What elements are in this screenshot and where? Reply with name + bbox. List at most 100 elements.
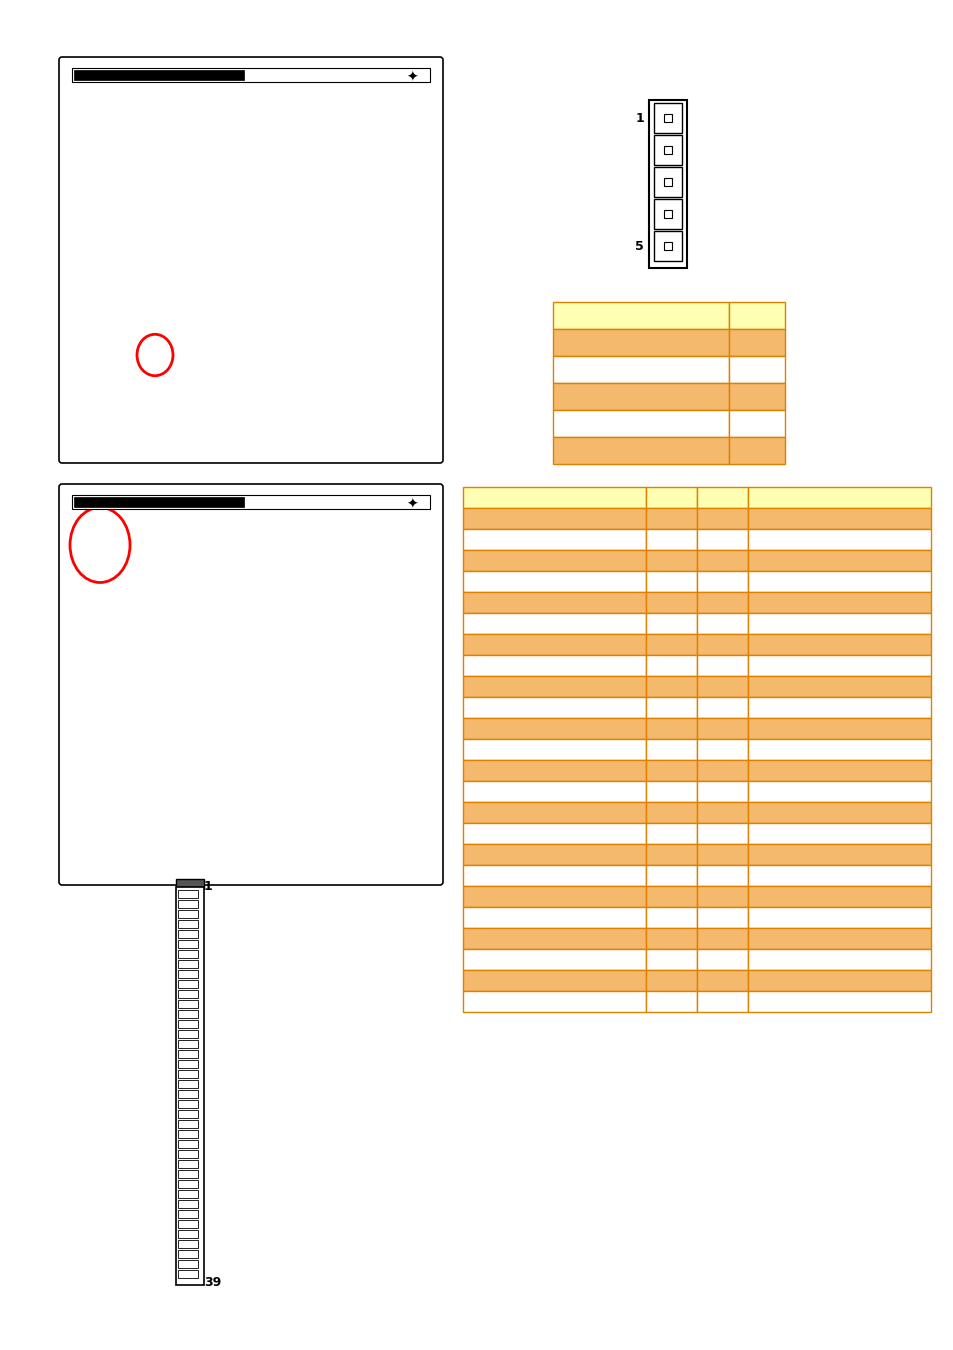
Bar bbox=[748, 782, 930, 802]
Bar bbox=[462, 676, 645, 697]
Bar bbox=[748, 508, 930, 529]
Bar bbox=[645, 655, 697, 676]
Bar bbox=[178, 930, 198, 938]
Bar bbox=[178, 1210, 198, 1218]
Bar bbox=[748, 802, 930, 824]
Bar bbox=[178, 1030, 198, 1038]
Bar bbox=[663, 146, 671, 154]
Text: ✦: ✦ bbox=[406, 72, 417, 85]
Bar bbox=[178, 1130, 198, 1138]
Bar bbox=[462, 886, 645, 907]
Bar bbox=[462, 718, 645, 738]
Bar bbox=[645, 907, 697, 927]
Bar bbox=[462, 593, 645, 613]
Bar bbox=[178, 1250, 198, 1258]
Bar bbox=[553, 329, 728, 356]
Bar bbox=[645, 886, 697, 907]
Bar bbox=[748, 529, 930, 549]
Bar bbox=[645, 844, 697, 865]
Bar bbox=[71, 68, 430, 82]
Bar bbox=[697, 949, 748, 971]
Bar bbox=[645, 676, 697, 697]
Text: 39: 39 bbox=[204, 1276, 221, 1288]
Bar bbox=[748, 886, 930, 907]
Bar bbox=[645, 949, 697, 971]
Bar bbox=[748, 487, 930, 508]
Bar bbox=[462, 738, 645, 760]
Bar bbox=[748, 613, 930, 634]
Bar bbox=[697, 549, 748, 571]
Bar bbox=[748, 865, 930, 886]
Bar bbox=[645, 487, 697, 508]
Bar bbox=[748, 927, 930, 949]
Bar bbox=[645, 991, 697, 1012]
Bar bbox=[697, 907, 748, 927]
Bar bbox=[178, 900, 198, 909]
Bar bbox=[728, 383, 784, 410]
Bar bbox=[697, 718, 748, 738]
Bar bbox=[645, 593, 697, 613]
Bar bbox=[748, 991, 930, 1012]
Bar bbox=[178, 1170, 198, 1179]
Bar bbox=[553, 437, 728, 464]
Bar bbox=[178, 1220, 198, 1228]
Bar bbox=[697, 802, 748, 824]
Bar bbox=[645, 782, 697, 802]
Bar bbox=[697, 697, 748, 718]
Bar bbox=[748, 634, 930, 655]
Bar bbox=[462, 927, 645, 949]
Bar bbox=[462, 907, 645, 927]
Bar bbox=[748, 949, 930, 971]
Bar bbox=[178, 1260, 198, 1268]
Bar bbox=[645, 613, 697, 634]
Bar bbox=[178, 919, 198, 927]
Bar bbox=[645, 508, 697, 529]
Bar bbox=[178, 1160, 198, 1168]
Bar bbox=[178, 960, 198, 968]
Bar bbox=[178, 1110, 198, 1118]
Bar bbox=[178, 890, 198, 898]
Bar bbox=[178, 1150, 198, 1158]
Bar bbox=[178, 950, 198, 958]
Bar bbox=[645, 634, 697, 655]
Bar bbox=[178, 1050, 198, 1058]
Bar bbox=[645, 571, 697, 593]
Bar bbox=[663, 113, 671, 122]
Bar bbox=[654, 103, 681, 134]
Text: 5: 5 bbox=[635, 239, 643, 252]
Bar bbox=[654, 167, 681, 197]
Bar bbox=[728, 302, 784, 329]
Bar bbox=[663, 242, 671, 250]
Bar bbox=[748, 844, 930, 865]
Bar bbox=[697, 508, 748, 529]
Bar bbox=[697, 571, 748, 593]
Bar bbox=[728, 410, 784, 437]
Bar bbox=[553, 302, 728, 329]
Bar bbox=[748, 907, 930, 927]
Bar bbox=[462, 634, 645, 655]
Bar bbox=[462, 782, 645, 802]
Bar bbox=[748, 971, 930, 991]
Bar bbox=[697, 487, 748, 508]
Bar bbox=[462, 949, 645, 971]
Bar bbox=[178, 1241, 198, 1247]
Bar bbox=[748, 549, 930, 571]
Bar bbox=[178, 971, 198, 977]
Bar bbox=[748, 676, 930, 697]
Bar bbox=[697, 824, 748, 844]
Bar bbox=[663, 178, 671, 186]
Bar bbox=[178, 980, 198, 988]
Bar bbox=[748, 824, 930, 844]
Bar bbox=[462, 991, 645, 1012]
Bar bbox=[462, 760, 645, 782]
Bar bbox=[697, 655, 748, 676]
Bar bbox=[462, 613, 645, 634]
Bar bbox=[645, 738, 697, 760]
Bar bbox=[178, 1230, 198, 1238]
Bar bbox=[178, 1010, 198, 1018]
Bar bbox=[178, 1071, 198, 1079]
Bar bbox=[697, 634, 748, 655]
Bar bbox=[462, 802, 645, 824]
Bar bbox=[645, 697, 697, 718]
Bar bbox=[654, 135, 681, 165]
